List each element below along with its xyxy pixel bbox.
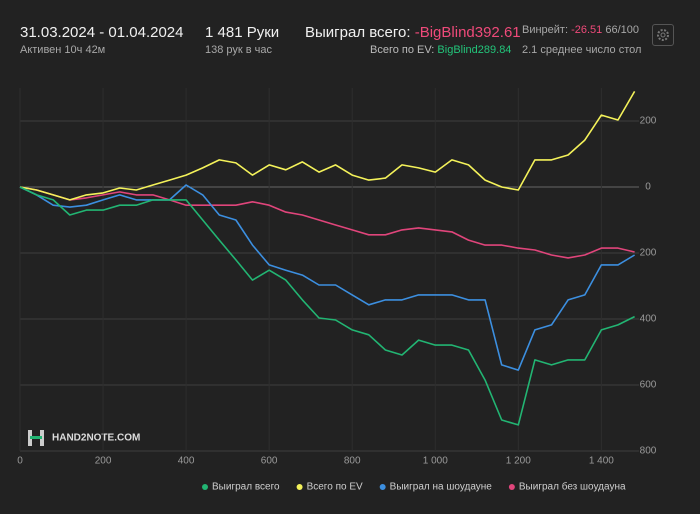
won-label: Выиграл всего: (305, 24, 411, 41)
winrate: Винрейт: -26.51 66/100 (522, 24, 639, 36)
y-tick-label: 400 (640, 314, 657, 325)
watermark-text: HAND2NOTE.COM (52, 433, 140, 444)
ev-total: Всего по EV: BigBlind289.84 (370, 44, 511, 56)
legend-marker (508, 484, 515, 490)
legend-label: Выиграл всего (212, 482, 280, 493)
legend-marker (202, 484, 208, 490)
hands-per-hour: 138 рук в час (205, 44, 273, 56)
y-tick-label: 200 (640, 248, 657, 259)
legend-label: Выиграл без шоудауна (519, 481, 626, 493)
x-tick-label: 800 (344, 456, 361, 467)
x-tick-label: 0 (17, 456, 23, 467)
ev-label: Всего по EV: (370, 44, 435, 56)
x-tick-label: 600 (261, 456, 278, 467)
tables: 2.1 среднее число столов (522, 44, 642, 56)
y-tick-label: 800 (640, 446, 657, 457)
y-tick-label: 0 (645, 182, 651, 193)
settings-button[interactable] (652, 24, 674, 46)
gear-icon (657, 29, 669, 41)
x-tick-label: 1 400 (589, 456, 614, 467)
legend-label: Выиграл на шоудауне (390, 482, 493, 493)
hands: 1 481 Руки (205, 24, 280, 41)
legend-marker (379, 484, 386, 490)
ev-value: BigBlind289.84 (437, 44, 512, 56)
active-time: Активен 10ч 42м (20, 44, 106, 56)
x-tick-label: 400 (178, 456, 195, 467)
winrate-label: Винрейт: (522, 24, 569, 36)
won-total: Выиграл всего: -BigBlind392.61 (305, 24, 521, 41)
series-line (19, 90, 636, 201)
series-line (19, 186, 635, 259)
series-line (19, 186, 635, 426)
y-tick-label: 200 (640, 116, 657, 127)
period: 31.03.2024 - 01.04.2024 (20, 24, 184, 41)
y-tick-label: 600 (640, 380, 657, 391)
x-tick-label: 1 200 (506, 456, 531, 467)
stats-clip: Винрейт: -26.51 66/100 2.1 среднее число… (520, 22, 642, 62)
legend-marker (296, 484, 303, 490)
series-line (19, 184, 636, 371)
watermark: HAND2NOTE.COM (28, 430, 140, 446)
winrate-value: -26.51 (571, 24, 603, 36)
x-tick-label: 200 (95, 456, 112, 467)
legend-label: Всего по EV (307, 482, 363, 493)
winrate-unit: 66/100 (605, 24, 640, 36)
x-tick-label: 1 000 (423, 456, 448, 467)
won-value: -BigBlind392.61 (414, 24, 521, 41)
